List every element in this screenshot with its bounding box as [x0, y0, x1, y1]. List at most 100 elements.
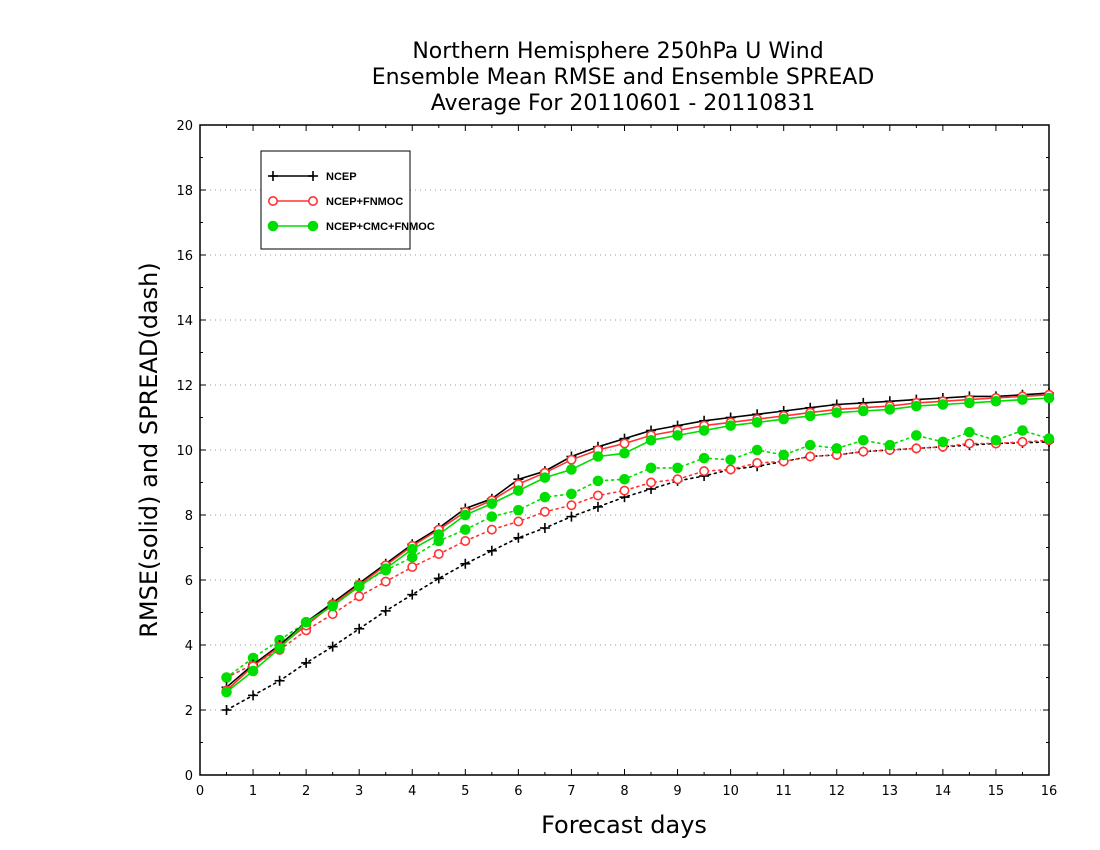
rmse-point-ncep-cmc-fnmoc [964, 397, 975, 409]
legend-label-ncep: NCEP [326, 171, 357, 183]
chart-title-line-1: Northern Hemisphere 250hPa U Wind [412, 39, 823, 64]
spread-point-ncep-cmc-fnmoc [486, 511, 498, 522]
spread-point-ncep-cmc-fnmoc [725, 454, 736, 466]
spread-point-ncep-cmc-fnmoc [804, 439, 816, 451]
rmse-point-ncep-cmc-fnmoc [566, 464, 577, 475]
y-axis-title: RMSE(solid) and SPREAD(dash) [135, 262, 163, 638]
spread-point-ncep [380, 605, 391, 616]
rmse-point-ncep-cmc-fnmoc [221, 686, 232, 698]
spread-point-ncep-cmc-fnmoc [990, 434, 1002, 446]
spread-point-ncep-fnmoc [354, 591, 365, 602]
spread-point-ncep-cmc-fnmoc [566, 488, 577, 500]
rmse-point-ncep-cmc-fnmoc [513, 485, 524, 496]
rmse-point-ncep-fnmoc [566, 454, 577, 465]
legend-marker-start-ncep-cmc-fnmoc [267, 220, 279, 232]
rmse-point-ncep-cmc-fnmoc [804, 410, 816, 422]
rmse-point-ncep-cmc-fnmoc [672, 430, 683, 441]
spread-point-ncep-fnmoc [805, 451, 816, 462]
rmse-point-ncep-cmc-fnmoc [380, 563, 392, 574]
y-tick-label: 2 [185, 704, 193, 719]
spread-point-ncep [274, 675, 285, 686]
spread-point-ncep [354, 623, 365, 634]
rmse-point-ncep-cmc-fnmoc [725, 420, 736, 431]
spread-point-ncep-cmc-fnmoc [751, 444, 763, 456]
spread-point-ncep-cmc-fnmoc [221, 672, 232, 683]
spread-point-ncep-cmc-fnmoc [513, 504, 524, 516]
axes: 0 1 2 3 4 5 6 7 8 9 10 11 12 13 14 15 160246810121416182… [176, 119, 1057, 799]
rmse-point-ncep-cmc-fnmoc [353, 581, 365, 592]
spread-point-ncep-cmc-fnmoc [672, 462, 683, 474]
spread-point-ncep-cmc-fnmoc [460, 524, 471, 535]
spread-point-ncep-fnmoc [752, 457, 763, 468]
y-tick-label: 10 [176, 444, 193, 459]
spread-point-ncep [539, 523, 550, 533]
x-tick-label: 10 [722, 784, 739, 799]
y-tick-label: 8 [185, 509, 193, 524]
x-tick-label: 5 [461, 784, 469, 799]
spread-point-ncep [433, 573, 444, 584]
spread-point-ncep [301, 657, 312, 668]
spread-point-ncep-cmc-fnmoc [592, 475, 604, 487]
rmse-point-ncep-cmc-fnmoc [433, 529, 445, 540]
rmse-point-ncep-cmc-fnmoc [778, 413, 789, 425]
legend-box [260, 150, 411, 250]
spread-point-ncep-cmc-fnmoc [857, 434, 869, 446]
spread-point-ncep-cmc-fnmoc [831, 443, 843, 454]
x-tick-label: 14 [935, 784, 952, 799]
spread-point-ncep [486, 545, 497, 556]
spread-point-ncep-cmc-fnmoc [698, 452, 710, 464]
x-tick-label: 8 [620, 784, 628, 799]
spread-point-ncep [327, 641, 338, 652]
rmse-point-ncep-cmc-fnmoc [1017, 394, 1028, 405]
y-tick-label: 4 [185, 639, 193, 654]
spread-line-ncep-cmc-fnmoc [225, 429, 1050, 679]
legend-label-ncep-fnmoc: NCEP+FNMOC [326, 196, 403, 208]
spread-point-ncep-cmc-fnmoc [937, 436, 949, 448]
chart-title-line-3: Average For 20110601 - 20110831 [431, 91, 816, 116]
rmse-point-ncep-cmc-fnmoc [406, 543, 418, 555]
y-tick-label: 20 [176, 119, 193, 134]
spread-point-ncep-cmc-fnmoc [619, 473, 630, 485]
rmse-point-ncep-cmc-fnmoc [990, 395, 1002, 407]
spread-point-ncep-fnmoc [646, 477, 657, 488]
spread-point-ncep-cmc-fnmoc [911, 430, 922, 441]
legend: NCEP NCEP+FNMOC NCEP+CMC+FNMOC [260, 150, 435, 250]
x-tick-label: 0 [196, 784, 204, 799]
spread-point-ncep-fnmoc [964, 438, 975, 449]
spread-line-ncep-fnmoc [225, 439, 1050, 679]
spread-point-ncep-cmc-fnmoc [778, 449, 789, 461]
x-tick-label: 3 [355, 784, 363, 799]
x-tick-label: 6 [514, 784, 522, 799]
rmse-point-ncep-cmc-fnmoc [911, 400, 922, 412]
rmse-point-ncep-cmc-fnmoc [751, 417, 763, 428]
x-tick-label: 2 [302, 784, 310, 799]
y-tick-label: 18 [176, 184, 193, 199]
rmse-point-ncep-cmc-fnmoc [1043, 392, 1055, 404]
spread-point-ncep-cmc-fnmoc [884, 439, 896, 451]
rmse-point-ncep-cmc-fnmoc [300, 616, 312, 628]
x-tick-label: 4 [408, 784, 416, 799]
spread-point-ncep-fnmoc [672, 474, 683, 485]
rmse-line-ncep-cmc-fnmoc [226, 397, 1050, 693]
x-tick-label: 13 [882, 784, 899, 799]
spread-point-ncep-cmc-fnmoc [645, 462, 657, 474]
rmse-point-ncep-cmc-fnmoc [460, 509, 471, 521]
legend-marker-start-ncep [268, 171, 278, 181]
y-tick-label: 14 [176, 314, 193, 329]
rmse-point-ncep-cmc-fnmoc [619, 447, 630, 459]
spread-line-ncep [225, 441, 1050, 711]
rmse-point-ncep-cmc-fnmoc [645, 434, 657, 446]
spread-point-ncep [566, 511, 577, 522]
spread-point-ncep-fnmoc [513, 516, 524, 527]
rmse-point-ncep-cmc-fnmoc [937, 399, 949, 410]
y-tick-label: 16 [176, 249, 193, 264]
spread-point-ncep [248, 690, 259, 701]
rmse-point-ncep-fnmoc [619, 438, 630, 449]
x-tick-label: 12 [828, 784, 845, 799]
y-tick-label: 12 [176, 379, 193, 394]
legend-marker-end-ncep [308, 171, 318, 181]
x-tick-label: 7 [567, 784, 575, 799]
rmse-point-ncep-cmc-fnmoc [539, 472, 551, 483]
spread-point-ncep-fnmoc [911, 443, 922, 454]
